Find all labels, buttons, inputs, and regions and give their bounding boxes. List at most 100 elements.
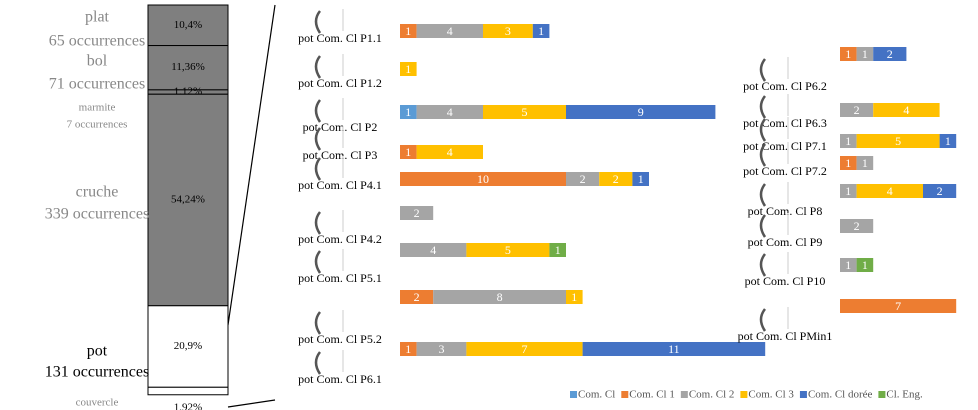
bar-segment [840,219,874,233]
bar-value: 1 [405,24,411,38]
row-label: pot Com. Cl PMin1 [738,329,833,343]
vessel-sketch [314,211,322,235]
bar-value: 5 [505,243,511,257]
legend-swatch [740,391,748,398]
bar-value: 1 [405,105,411,119]
bar-segment [599,172,633,186]
vessel-sketch [314,10,322,34]
category-name: cruche [76,184,119,201]
bar-value: 3 [439,342,445,356]
bar-value: 3 [505,24,511,38]
bar-value: 2 [613,172,619,186]
legend-swatch [621,391,629,398]
bar-segment [632,172,649,186]
row-label: pot Com. Cl P9 [748,235,823,249]
bar-segment [400,290,434,304]
row-label: pot Com. Cl P7.2 [743,164,827,178]
bar-segment [856,47,874,61]
bar-segment [416,24,483,38]
bar-segment [549,243,566,257]
bar-segment [582,342,766,356]
bar-segment [840,134,857,148]
segment-label: 54,24% [171,194,205,206]
vessel-sketch [314,127,322,151]
bar-segment [416,342,467,356]
bar-segment [840,258,857,272]
bar-value: 1 [538,24,544,38]
vessel-sketch [759,253,767,277]
legend-label: Com. Cl 2 [689,389,735,401]
bar-value: 11 [668,342,680,356]
bar-value: 7 [522,342,528,356]
bar-segment [856,156,874,170]
bar-segment [400,24,417,38]
category-name: pot [87,343,108,360]
bar-segment [400,145,417,159]
vessel-sketch [759,118,767,142]
bar-segment [483,105,566,119]
bar-segment [416,105,483,119]
category-name: marmite [79,102,116,114]
bar-value: 5 [522,105,528,119]
bar-segment [566,172,600,186]
legend-label: Cl. Eng. [886,389,923,401]
bar-segment [873,47,907,61]
bar-segment [483,24,533,38]
bar-segment [840,156,857,170]
bar-value: 2 [414,206,420,220]
bar-value: 4 [430,243,436,257]
bar-segment [400,105,417,119]
bar-segment [939,134,957,148]
bar-value: 1 [405,145,411,159]
bar-value: 1 [638,172,644,186]
bar-value: 2 [414,290,420,304]
vessel-sketch [314,99,322,123]
vessel-sketch [759,214,767,238]
row-label: pot Com. Cl P8 [748,204,823,218]
column-segment [147,386,229,396]
bar-segment [466,243,550,257]
bar-segment [400,342,417,356]
row-label: pot Com. Cl P4.2 [298,232,382,246]
bar-segment [840,103,874,117]
bar-value: 1 [845,47,851,61]
bar-segment [566,290,583,304]
bar-segment [532,24,550,38]
bar-value: 1 [945,134,951,148]
category-name: couvercle [76,397,119,409]
vessel-sketch [759,143,767,167]
bar-value: 4 [447,145,453,159]
bar-value: 1 [845,184,851,198]
bar-segment [433,290,566,304]
occurrence-label: 339 occurrences [45,206,149,223]
bar-segment [856,184,923,198]
bar-value: 4 [447,24,453,38]
vessel-sketch [759,95,767,119]
legend-label: Com. Cl 1 [629,389,675,401]
bar-value: 2 [887,47,893,61]
bar-segment [400,62,417,76]
bar-value: 1 [555,243,561,257]
bar-segment [400,172,566,186]
category-name: plat [85,9,110,26]
row-label: pot Com. Cl P5.1 [298,271,382,285]
bar-value: 2 [854,219,860,233]
bar-segment [566,105,716,119]
row-label: pot Com. Cl P1.1 [298,31,382,45]
row-label: pot Com. Cl P5.2 [298,332,382,346]
bar-value: 1 [845,134,851,148]
bar-segment [416,145,483,159]
bar-segment [840,184,857,198]
zoom-line [227,399,276,408]
category-name: bol [87,53,108,70]
bar-segment [856,134,940,148]
bar-value: 1 [571,290,577,304]
legend-swatch [570,391,577,398]
zoom-line [227,4,276,326]
occurrence-label: 131 occurrences [45,364,149,381]
occurrence-label: 7 occurrences [67,119,128,131]
legend-swatch [799,391,807,398]
legend-label: Com. Cl dorée [808,389,873,401]
vessel-sketch [314,55,322,79]
